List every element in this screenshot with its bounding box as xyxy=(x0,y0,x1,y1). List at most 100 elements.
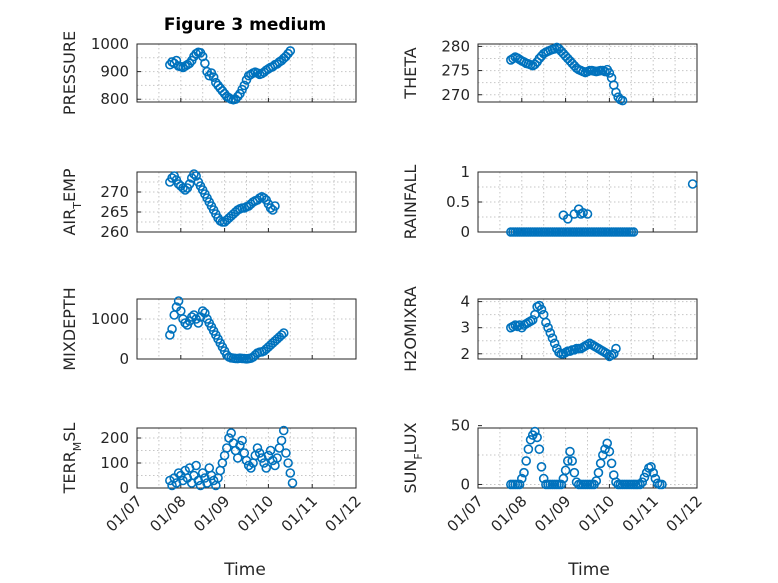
data-point xyxy=(530,426,540,437)
data-point xyxy=(270,201,280,211)
data-point xyxy=(608,348,619,359)
y-axis-label: SUNFLUX xyxy=(401,422,425,493)
data-point xyxy=(523,444,534,454)
y-tick-label: 1 xyxy=(460,163,470,181)
x-axis-label-right: Time xyxy=(567,560,610,580)
data-point xyxy=(189,169,199,179)
y-tick-label: 270 xyxy=(441,86,470,104)
y-tick-label: 270 xyxy=(100,183,129,201)
data-point xyxy=(232,453,243,463)
data-point xyxy=(204,70,215,81)
data-point xyxy=(265,445,276,456)
data-point xyxy=(254,448,265,458)
y-tick-label: 4 xyxy=(460,293,470,311)
data-point xyxy=(197,306,208,316)
data-point xyxy=(534,444,545,454)
data-point xyxy=(272,453,282,463)
data-point xyxy=(208,72,219,82)
axes-frame xyxy=(136,171,357,233)
data-point xyxy=(184,179,195,189)
data-point xyxy=(545,328,556,338)
axes-frame xyxy=(477,298,698,360)
data-series xyxy=(165,46,296,105)
data-point xyxy=(516,473,527,484)
data-point xyxy=(173,296,184,306)
data-point xyxy=(582,209,593,219)
data-series xyxy=(165,296,289,364)
data-point xyxy=(541,317,551,328)
data-point xyxy=(508,53,518,64)
data-point xyxy=(569,467,580,478)
data-point xyxy=(197,468,208,478)
data-point xyxy=(657,479,667,490)
data-point xyxy=(276,435,287,446)
data-series xyxy=(165,169,280,227)
data-point xyxy=(560,465,571,476)
subplot-5: 0 1000 MIXDEPTH xyxy=(60,287,357,371)
data-point xyxy=(604,446,615,457)
data-point xyxy=(604,68,615,78)
data-point xyxy=(514,479,525,490)
data-series xyxy=(506,179,698,237)
data-point xyxy=(246,463,256,473)
data-point xyxy=(521,456,531,466)
data-point xyxy=(532,432,542,443)
data-point xyxy=(281,448,291,458)
y-tick-label: 1000 xyxy=(91,310,129,328)
data-point xyxy=(165,59,175,70)
y-tick-label: 0.5 xyxy=(446,193,470,211)
data-point xyxy=(606,458,617,469)
data-point xyxy=(514,320,525,330)
y-tick-label: 275 xyxy=(441,62,470,80)
data-point xyxy=(567,456,577,466)
data-point xyxy=(276,330,287,340)
axes-frame xyxy=(136,43,357,103)
data-point xyxy=(556,479,567,490)
data-point xyxy=(283,458,293,468)
data-point xyxy=(283,48,293,59)
figure-title: Figure 3 medium xyxy=(164,15,326,35)
y-tick-label: 900 xyxy=(100,63,129,81)
data-point xyxy=(184,58,195,69)
data-point xyxy=(527,315,538,325)
y-tick-label: 265 xyxy=(100,203,129,221)
data-point xyxy=(285,468,296,478)
subplot-1: 800 900 1000 PRESSURE xyxy=(60,31,357,115)
data-point xyxy=(259,193,269,203)
data-point xyxy=(600,66,610,77)
data-point xyxy=(278,425,289,436)
data-point xyxy=(562,214,573,224)
data-point xyxy=(171,55,182,66)
subplot-4: 0 0.5 1 RAINFALL xyxy=(401,163,698,241)
data-point xyxy=(191,460,201,471)
data-point xyxy=(536,304,547,315)
data-point xyxy=(180,185,190,195)
y-tick-label: 0 xyxy=(119,479,129,497)
data-series xyxy=(506,426,667,490)
y-tick-label: 0 xyxy=(460,475,470,493)
y-tick-label: 3 xyxy=(460,319,470,337)
data-point xyxy=(639,472,650,483)
axes-frame xyxy=(477,43,698,103)
data-point xyxy=(602,348,613,359)
data-point xyxy=(547,333,558,343)
data-point xyxy=(191,171,201,181)
y-tick-label: 260 xyxy=(100,223,129,241)
data-point xyxy=(193,318,204,328)
data-point xyxy=(259,458,269,468)
data-point xyxy=(261,463,272,473)
data-point xyxy=(562,456,573,466)
y-axis-label: PRESSURE xyxy=(60,31,79,115)
data-series xyxy=(165,425,298,491)
data-point xyxy=(635,479,645,490)
y-tick-label: 200 xyxy=(100,429,129,447)
y-tick-label: 1000 xyxy=(91,35,129,53)
y-axis-label: RAINFALL xyxy=(401,165,420,240)
data-series xyxy=(506,42,628,106)
y-axis-label: THETA xyxy=(401,47,420,99)
data-point xyxy=(648,467,659,478)
data-point xyxy=(536,462,547,472)
data-point xyxy=(611,87,621,98)
data-point xyxy=(252,443,263,453)
